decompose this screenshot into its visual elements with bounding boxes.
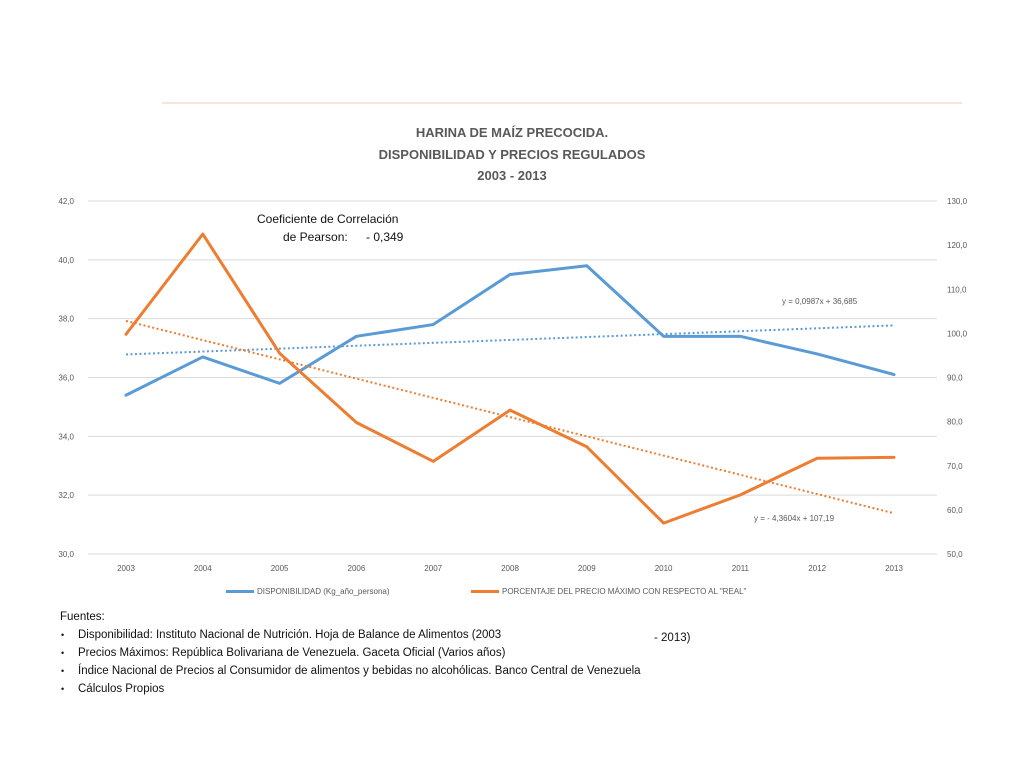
trendline-0 bbox=[125, 324, 895, 356]
data-point-0 bbox=[739, 335, 742, 338]
pearson-label: de Pearson: bbox=[283, 230, 348, 244]
data-point-1 bbox=[201, 232, 204, 236]
data-point-0 bbox=[508, 273, 512, 276]
x-tick-label: 2010 bbox=[655, 564, 673, 573]
data-point-0 bbox=[432, 323, 435, 326]
x-tick-label: 2013 bbox=[885, 564, 903, 573]
data-point-1 bbox=[508, 408, 512, 412]
legend-label-porcentaje: PORCENTAJE DEL PRECIO MÁXIMO CON RESPECT… bbox=[502, 587, 747, 596]
y-right-tick-label: 60,0 bbox=[947, 506, 963, 515]
data-point-1 bbox=[355, 421, 358, 424]
series-line-1 bbox=[124, 232, 896, 525]
y-right-tick-label: 110,0 bbox=[947, 285, 967, 294]
x-tick-label: 2009 bbox=[578, 564, 596, 573]
data-point-1 bbox=[816, 457, 819, 460]
y-right-tick-label: 80,0 bbox=[947, 418, 963, 427]
legend-swatch-orange bbox=[471, 590, 499, 593]
chart-title-line-3: 2003 - 2013 bbox=[477, 168, 547, 183]
y-right-tick-label: 50,0 bbox=[947, 550, 963, 559]
chart-title-line-2: DISPONIBILIDAD Y PRECIOS REGULADOS bbox=[378, 147, 646, 162]
y-right-tick-label: 90,0 bbox=[947, 374, 963, 383]
data-point-0 bbox=[816, 352, 819, 356]
data-point-0 bbox=[124, 393, 128, 397]
legend-item-disponibilidad: DISPONIBILIDAD (Kg_año_persona) bbox=[226, 587, 390, 596]
sources-heading: Fuentes: bbox=[60, 611, 105, 623]
y-right-tick-label: 100,0 bbox=[947, 329, 968, 338]
y-left-tick-label: 30,0 bbox=[58, 550, 74, 559]
y-right-tick-label: 120,0 bbox=[947, 241, 968, 250]
sources-list: Disponibilidad: Instituto Nacional de Nu… bbox=[60, 626, 960, 698]
y-left-tick-label: 40,0 bbox=[58, 256, 74, 265]
y-right-tick-label: 70,0 bbox=[947, 462, 963, 471]
x-tick-label: 2007 bbox=[424, 564, 442, 573]
data-point-0 bbox=[662, 335, 665, 338]
x-tick-label: 2005 bbox=[271, 564, 289, 573]
chart-title-line-1: HARINA DE MAÍZ PRECOCIDA. bbox=[415, 125, 609, 140]
x-tick-label: 2003 bbox=[117, 564, 135, 573]
correlation-label: Coeficiente de Correlación bbox=[257, 212, 399, 226]
x-tick-label: 2006 bbox=[348, 564, 366, 573]
pearson-value: - 0,349 bbox=[366, 230, 404, 244]
data-point-1 bbox=[124, 333, 128, 336]
x-tick-label: 2011 bbox=[732, 564, 750, 573]
line-chart: 30,0 32,0 34,0 36,0 38,0 40,0 42,0 50,0 60,0 70,0… bbox=[58, 197, 968, 573]
x-tick-label: 2012 bbox=[808, 564, 826, 573]
trendline-equation-blue: y = 0,0987x + 36,685 bbox=[782, 297, 858, 306]
y-left-tick-label: 34,0 bbox=[58, 432, 74, 441]
data-point-1 bbox=[892, 456, 896, 459]
data-point-1 bbox=[739, 493, 742, 497]
trendline-equation-orange: y = - 4,3604x + 107,19 bbox=[754, 514, 835, 523]
data-point-1 bbox=[432, 460, 435, 463]
x-tick-label: 2008 bbox=[501, 564, 519, 573]
y-left-tick-label: 38,0 bbox=[58, 315, 74, 324]
data-point-0 bbox=[585, 264, 588, 267]
data-point-1 bbox=[662, 521, 665, 525]
data-point-1 bbox=[278, 352, 281, 355]
source-item: Precios Máximos: República Bolivariana d… bbox=[60, 644, 960, 662]
top-divider-line bbox=[162, 102, 962, 104]
data-point-1 bbox=[585, 445, 588, 448]
legend-item-porcentaje: PORCENTAJE DEL PRECIO MÁXIMO CON RESPECT… bbox=[471, 587, 746, 596]
source-item: Cálculos Propios bbox=[60, 680, 960, 698]
y-left-tick-label: 36,0 bbox=[58, 374, 74, 383]
data-point-0 bbox=[278, 382, 281, 385]
data-point-0 bbox=[355, 335, 358, 338]
legend-label-disponibilidad: DISPONIBILIDAD (Kg_año_persona) bbox=[257, 587, 390, 596]
legend-swatch-blue bbox=[226, 590, 254, 593]
y-right-tick-label: 130,0 bbox=[947, 197, 968, 206]
y-left-tick-label: 32,0 bbox=[58, 491, 74, 500]
source-item-1-end: - 2013) bbox=[654, 632, 691, 644]
y-left-tick-label: 42,0 bbox=[58, 197, 74, 206]
data-point-0 bbox=[892, 373, 896, 376]
data-point-0 bbox=[201, 355, 204, 359]
trendline-1 bbox=[125, 319, 895, 515]
x-tick-label: 2004 bbox=[194, 564, 212, 573]
source-item: Disponibilidad: Instituto Nacional de Nu… bbox=[60, 626, 960, 644]
source-item: Índice Nacional de Precios al Consumidor… bbox=[60, 662, 960, 680]
sources-block: Fuentes: Disponibilidad: Instituto Nacio… bbox=[60, 611, 960, 698]
